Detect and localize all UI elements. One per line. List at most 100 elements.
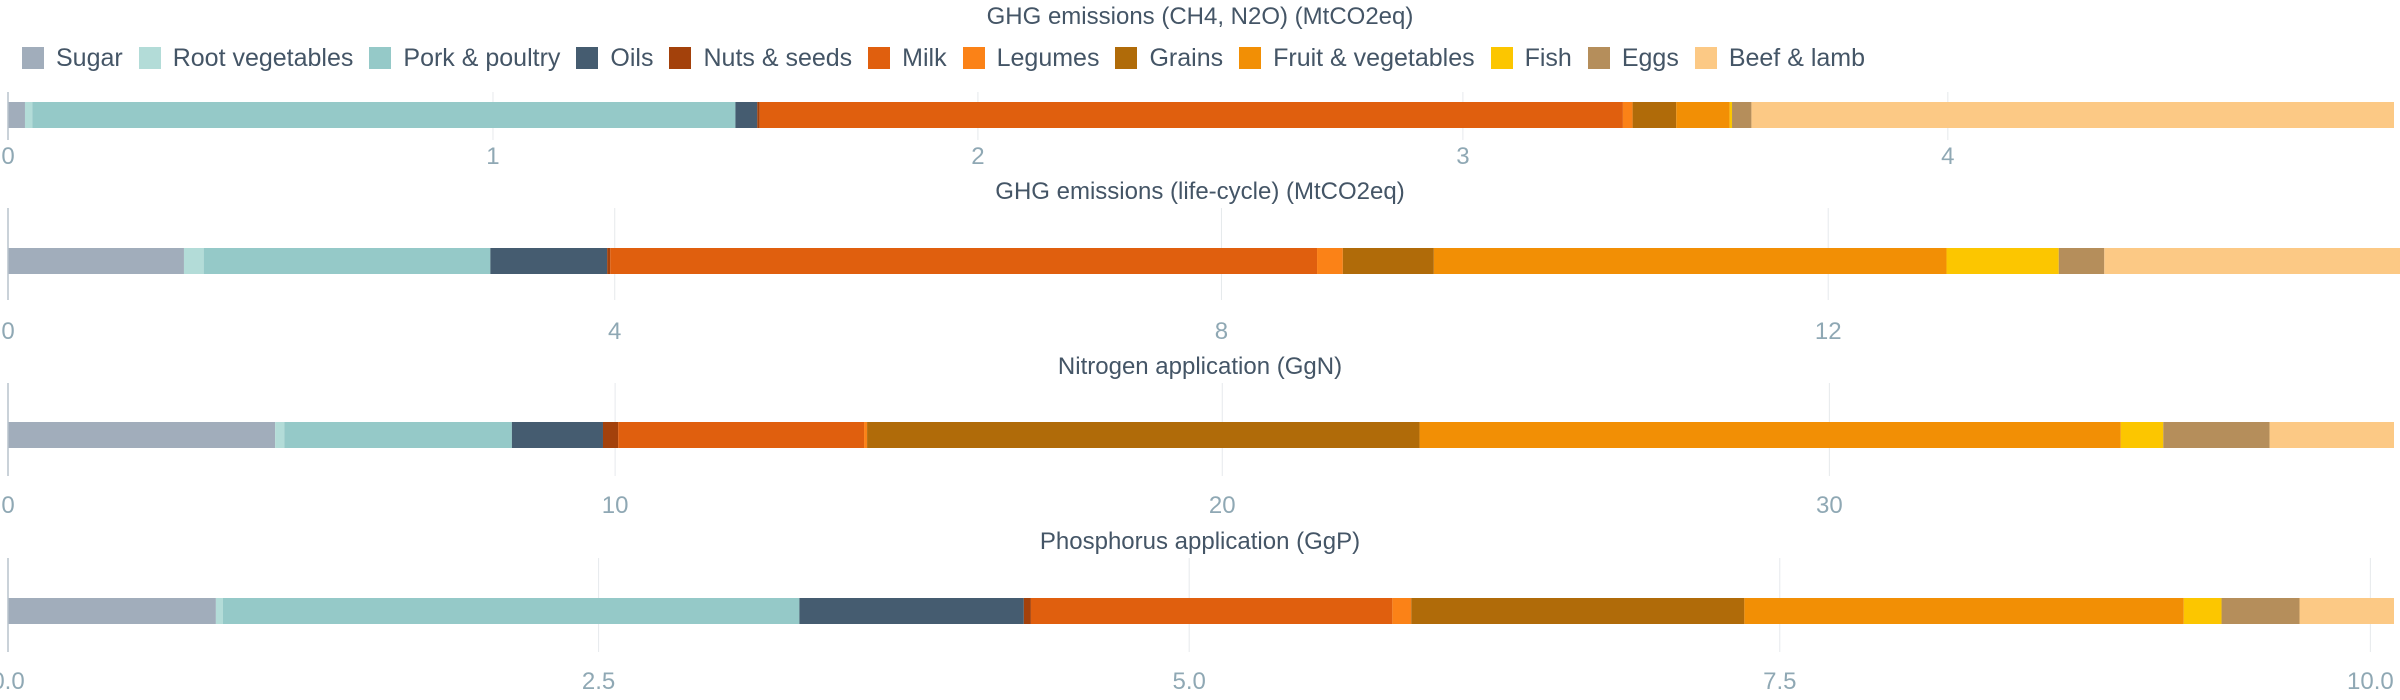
chart-title: Phosphorus application (GgP) [1040,528,1360,555]
legend-item-oils[interactable]: Oils [576,44,653,73]
bar-segment-sugar [8,422,276,448]
bar-segment-root-vegetables [215,598,223,624]
legend-label: Fruit & vegetables [1273,43,1475,72]
tick-label: 30 [1816,492,1843,519]
bar-segment-root-vegetables [24,102,33,128]
legend-swatch [962,47,985,69]
tick-label: 1 [486,143,499,170]
tick-label: 2 [971,143,984,170]
tick-label: 3 [1456,143,1469,170]
bar-segment-milk [1030,598,1393,624]
legend-swatch [1115,47,1138,69]
tick-label: 4 [1941,143,1954,170]
legend-item-grains[interactable]: Grains [1115,44,1223,73]
bar-segment-eggs [1732,102,1752,128]
bar-segment-fish [1729,102,1733,128]
bar-segment-milk [759,102,1623,128]
bar-segment-legumes [1392,598,1412,624]
bar-segment-fish [2183,598,2222,624]
bar-segment-fruit-and-vegetables [1676,102,1730,128]
tick-label: 0 [1,492,14,519]
legend-label: Fish [1524,43,1572,72]
bar-segment-grains [1632,102,1677,128]
legend-swatch [1694,47,1717,69]
bar-segment-fruit-and-vegetables [1744,598,2184,624]
bar-segment-milk [618,422,865,448]
legend-label: Milk [902,43,947,72]
bar-segment-milk [610,248,1318,274]
legend-swatch [868,47,891,69]
bar-segment-pork-and-poultry [32,102,736,128]
chart-panel-2: GHG emissions (life-cycle) (MtCO2eq) 0 4 8 1… [1,178,2400,345]
legend-label: Nuts & seeds [703,43,853,72]
bar-segment-beef-and-lamb [2269,422,2394,448]
tick-label: 0 [1,318,14,345]
bar-segment-nuts-and-seeds [602,422,619,448]
chart-title: GHG emissions (CH4, N2O) (MtCO2eq) [987,3,1414,30]
bar-segment-grains [1411,598,1745,624]
bar-segment-pork-and-poultry [203,248,491,274]
bar-segment-nuts-and-seeds [757,102,760,128]
bar-segment-beef-and-lamb [2104,248,2400,274]
legend-item-legumes[interactable]: Legumes [962,44,1099,73]
chart-title: Nitrogen application (GgN) [1058,353,1342,380]
tick-label: 0.0 [0,668,25,695]
legend-item-root-vegetables[interactable]: Root vegetables [138,43,354,73]
tick-label: 2.5 [582,668,615,695]
legend-item-sugar[interactable]: Sugar [22,44,123,73]
legend-label: Pork & poultry [403,43,561,72]
tick-label: 10.0 [2347,668,2394,695]
legend-swatch [1239,47,1262,69]
legend-label: Beef & lamb [1728,43,1866,72]
chart-panel-1: GHG emissions (CH4, N2O) (MtCO2eq) 0 1 2 3 4 [1,3,2394,170]
legend-swatch [1587,47,1610,69]
legend-item-milk[interactable]: Milk [868,43,947,73]
bar-segment-oils [511,422,603,448]
bar-segment-fish [2120,422,2164,448]
legend-item-pork-and-poultry[interactable]: Pork & poultry [369,44,560,73]
legend-swatch [669,47,692,69]
bar-segment-eggs [2221,598,2300,624]
tick-label: 0 [1,143,14,170]
tick-label: 12 [1815,318,1842,345]
bar-segment-beef-and-lamb [1751,102,2394,128]
tick-label: 20 [1209,492,1236,519]
chart-title: GHG emissions (life-cycle) (MtCO2eq) [995,178,1404,205]
bar-segment-legumes [1622,102,1633,128]
bar-segment-fruit-and-vegetables [1419,422,2121,448]
legend-item-fruit-and-vegetables[interactable]: Fruit & vegetables [1239,44,1475,73]
chart-panel-3: Nitrogen application (GgN) 0 10 20 30 [1,353,2394,519]
bar-segment-legumes [1317,248,1343,274]
chart-panel-4: Phosphorus application (GgP) 0.0 2.5 5.0 7.5… [0,528,2394,695]
tick-label: 8 [1215,318,1228,345]
chart-legend: Sugar Root vegetables Pork & poultry Oils Nu… [22,40,1881,76]
bar-segment-pork-and-poultry [284,422,512,448]
bar-segment-eggs [2163,422,2270,448]
legend-swatch [22,47,44,69]
legend-item-beef-and-lamb[interactable]: Beef & lamb [1694,43,1866,73]
legend-item-fish[interactable]: Fish [1490,43,1572,73]
bar-segment-oils [799,598,1024,624]
bar-segment-sugar [8,598,216,624]
legend-swatch [576,47,599,69]
bar-segment-oils [490,248,608,274]
bar-segment-fruit-and-vegetables [1433,248,1947,274]
legend-swatch [369,47,392,69]
bar-segment-legumes [864,422,868,448]
bar-segment-sugar [8,248,184,274]
tick-label: 5.0 [1173,668,1206,695]
legend-swatch [138,47,161,69]
bar-segment-pork-and-poultry [222,598,800,624]
bar-segment-oils [735,102,758,128]
tick-label: 4 [608,318,621,345]
legend-label: Sugar [56,43,123,72]
legend-item-nuts-and-seeds[interactable]: Nuts & seeds [669,44,852,73]
tick-label: 7.5 [1763,668,1796,695]
bar-segment-nuts-and-seeds [607,248,611,274]
legend-swatch [1490,47,1513,69]
legend-item-eggs[interactable]: Eggs [1587,43,1679,73]
legend-label: Root vegetables [172,43,354,72]
legend-label: Eggs [1621,43,1679,72]
bar-segment-sugar [8,102,25,128]
